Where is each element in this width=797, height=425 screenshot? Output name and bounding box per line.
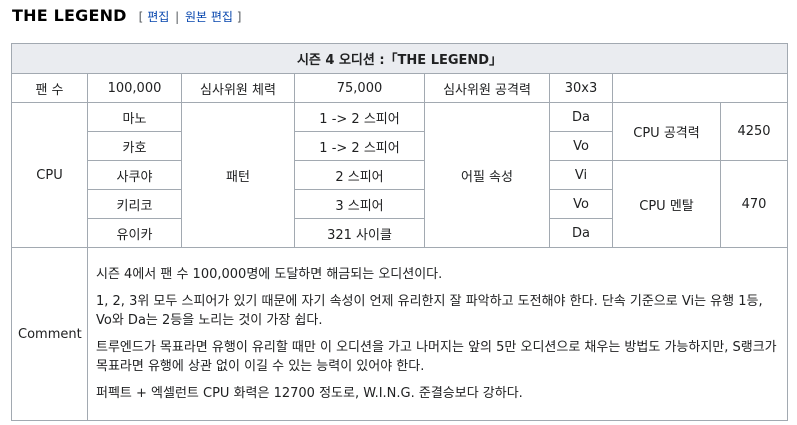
cpu-name: 마노 xyxy=(87,102,182,132)
fans-label: 팬 수 xyxy=(11,73,88,103)
comment-paragraph: 시즌 4에서 팬 수 100,000명에 도달하면 해금되는 오디션이다. xyxy=(96,267,443,282)
judge-atk-value: 30x3 xyxy=(549,73,613,103)
judge-hp-value: 75,000 xyxy=(294,73,425,103)
comment-label: Comment xyxy=(11,247,88,421)
edit-bracket-open: [ xyxy=(138,10,144,24)
cpu-attr: Vi xyxy=(549,160,613,190)
appeal-attr-label: 어필 속성 xyxy=(424,102,550,248)
cpu-pattern: 1 -> 2 스피어 xyxy=(294,102,425,132)
judge-hp-label: 심사위원 체력 xyxy=(181,73,295,103)
cpu-pattern: 1 -> 2 스피어 xyxy=(294,131,425,161)
cpu-name: 키리코 xyxy=(87,189,182,219)
cpu-attack-label: CPU 공격력 xyxy=(612,102,721,161)
cpu-row: 키리코 3 스피어 Vo xyxy=(12,189,788,219)
comment-paragraph: 트루엔드가 목표라면 유행이 유리할 때만 이 오디션을 가고 나머지는 앞의 … xyxy=(96,339,777,375)
cpu-row: 카호 1 -> 2 스피어 Vo xyxy=(12,131,788,161)
stats-row: 팬 수 100,000 심사위원 체력 75,000 심사위원 공격력 30x3 xyxy=(11,73,789,103)
cpu-name: 유이카 xyxy=(87,218,182,248)
cpu-pattern: 321 사이클 xyxy=(294,218,425,248)
cpu-pattern: 2 스피어 xyxy=(294,160,425,190)
edit-bracket-close: ] xyxy=(236,10,242,24)
cpu-row: 유이카 321 사이클 Da xyxy=(12,218,788,248)
audition-table: 시즌 4 오디션 :「THE LEGEND」 팬 수 100,000 심사위원 … xyxy=(10,43,789,421)
comment-row: Comment 시즌 4에서 팬 수 100,000명에 도달하면 해금되는 오… xyxy=(11,247,789,421)
cpu-mental-label: CPU 멘탈 xyxy=(612,160,721,248)
fans-value: 100,000 xyxy=(87,73,182,103)
judge-atk-label: 심사위원 공격력 xyxy=(424,73,550,103)
cpu-name: 사쿠야 xyxy=(87,160,182,190)
cpu-label: CPU xyxy=(11,102,88,248)
cpu-row: 사쿠야 2 스피어 Vi CPU 멘탈 470 xyxy=(12,160,789,248)
section-title: THE LEGEND xyxy=(12,6,127,25)
cpu-attack-value: 4250 xyxy=(719,102,789,161)
section-heading: THE LEGEND [ 편집 | 원본 편집 ] xyxy=(12,6,241,30)
cpu-attr: Vo xyxy=(549,131,613,161)
cpu-name: 카호 xyxy=(87,131,182,161)
section-edit-links: [ 편집 | 원본 편집 ] xyxy=(139,8,242,25)
cpu-attr: Vo xyxy=(549,189,613,219)
pattern-label: 패턴 xyxy=(181,102,295,248)
cpu-attr: Da xyxy=(549,218,613,248)
table-caption: 시즌 4 오디션 :「THE LEGEND」 xyxy=(10,43,789,74)
edit-link[interactable]: 편집 xyxy=(147,10,170,24)
edit-separator: | xyxy=(175,10,180,24)
comment-paragraph: 1, 2, 3위 모두 스피어가 있기 때문에 자기 속성이 언제 유리한지 잘… xyxy=(96,293,763,329)
edit-source-link[interactable]: 원본 편집 xyxy=(184,10,233,24)
stats-empty-cell xyxy=(611,73,789,103)
comment-text: 시즌 4에서 팬 수 100,000명에 도달하면 해금되는 오디션이다. 1,… xyxy=(86,247,789,421)
cpu-pattern: 3 스피어 xyxy=(294,189,425,219)
cpu-attr: Da xyxy=(549,102,613,132)
cpu-mental-value: 470 xyxy=(719,160,789,248)
cpu-row: CPU 마노 패턴 1 -> 2 스피어 어필 속성 Da CPU 공격력 42… xyxy=(11,102,789,248)
comment-paragraph: 퍼펙트 + 엑셀런트 CPU 화력은 12700 정도로, W.I.N.G. 준… xyxy=(96,385,523,401)
